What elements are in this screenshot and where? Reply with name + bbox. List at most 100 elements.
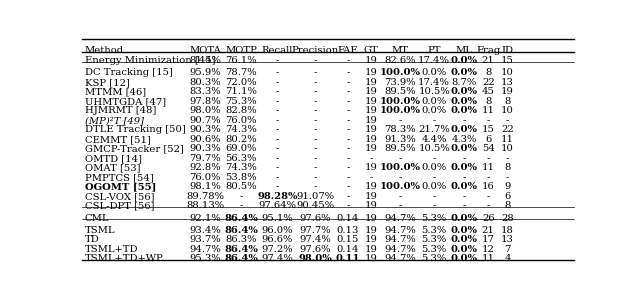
- Text: 100.0%: 100.0%: [380, 182, 420, 191]
- Text: CSL-DPT [56]: CSL-DPT [56]: [85, 201, 154, 210]
- Text: OMAT [53]: OMAT [53]: [85, 163, 140, 172]
- Text: 90.7%: 90.7%: [189, 116, 221, 125]
- Text: 0.13: 0.13: [337, 226, 359, 235]
- Text: CML: CML: [85, 214, 109, 222]
- Text: 72.0%: 72.0%: [225, 78, 257, 87]
- Text: 86.4%: 86.4%: [224, 254, 258, 263]
- Text: 11: 11: [482, 254, 495, 263]
- Text: 5.3%: 5.3%: [422, 254, 447, 263]
- Text: 8: 8: [504, 97, 511, 106]
- Text: 97.6%: 97.6%: [300, 214, 331, 222]
- Text: 17.4%: 17.4%: [418, 78, 450, 87]
- Text: 71.1%: 71.1%: [225, 87, 257, 97]
- Text: 28: 28: [501, 214, 514, 222]
- Text: 15: 15: [501, 56, 514, 65]
- Text: -: -: [276, 56, 279, 65]
- Text: 97.6%: 97.6%: [300, 245, 331, 254]
- Text: -: -: [346, 182, 349, 191]
- Text: 19: 19: [365, 214, 378, 222]
- Text: -: -: [346, 201, 349, 210]
- Text: MOTA: MOTA: [189, 46, 221, 55]
- Text: 76.1%: 76.1%: [225, 56, 257, 65]
- Text: ML: ML: [456, 46, 472, 55]
- Text: -: -: [276, 97, 279, 106]
- Text: 0.14: 0.14: [337, 214, 359, 222]
- Text: HJMRMT [48]: HJMRMT [48]: [85, 106, 156, 116]
- Text: 0.0%: 0.0%: [422, 182, 447, 191]
- Text: 74.3%: 74.3%: [225, 125, 257, 135]
- Text: 8: 8: [485, 68, 492, 78]
- Text: 75.3%: 75.3%: [225, 97, 257, 106]
- Text: 78.3%: 78.3%: [384, 125, 416, 135]
- Text: 80.3%: 80.3%: [189, 78, 221, 87]
- Text: -: -: [314, 154, 317, 163]
- Text: 19: 19: [365, 135, 378, 144]
- Text: 6: 6: [504, 192, 511, 201]
- Text: 93.4%: 93.4%: [189, 226, 221, 235]
- Text: -: -: [346, 173, 349, 182]
- Text: 0.0%: 0.0%: [451, 68, 477, 78]
- Text: 19: 19: [365, 87, 378, 97]
- Text: 0.11: 0.11: [335, 254, 360, 263]
- Text: 11: 11: [482, 163, 495, 172]
- Text: 12: 12: [482, 245, 495, 254]
- Text: 98.1%: 98.1%: [189, 182, 221, 191]
- Text: 11: 11: [482, 106, 495, 116]
- Text: -: -: [346, 56, 349, 65]
- Text: 0.0%: 0.0%: [451, 235, 477, 244]
- Text: 86.3%: 86.3%: [225, 235, 257, 244]
- Text: -: -: [433, 201, 436, 210]
- Text: 19: 19: [365, 97, 378, 106]
- Text: -: -: [314, 87, 317, 97]
- Text: 0.0%: 0.0%: [451, 182, 477, 191]
- Text: 19: 19: [365, 78, 378, 87]
- Text: OGOMT [55]: OGOMT [55]: [85, 182, 156, 191]
- Text: -: -: [346, 78, 349, 87]
- Text: -: -: [369, 173, 373, 182]
- Text: 94.7%: 94.7%: [384, 245, 416, 254]
- Text: 80.2%: 80.2%: [225, 135, 257, 144]
- Text: 19: 19: [365, 106, 378, 116]
- Text: -: -: [462, 192, 465, 201]
- Text: 45: 45: [482, 87, 495, 97]
- Text: 26: 26: [482, 214, 495, 222]
- Text: -: -: [398, 173, 402, 182]
- Text: 0.0%: 0.0%: [451, 56, 477, 65]
- Text: 11: 11: [501, 135, 514, 144]
- Text: -: -: [346, 192, 349, 201]
- Text: 100.0%: 100.0%: [380, 68, 420, 78]
- Text: 90.6%: 90.6%: [189, 135, 221, 144]
- Text: 19: 19: [365, 144, 378, 153]
- Text: -: -: [462, 154, 465, 163]
- Text: 19: 19: [365, 68, 378, 78]
- Text: -: -: [276, 87, 279, 97]
- Text: 19: 19: [365, 182, 378, 191]
- Text: -: -: [486, 192, 490, 201]
- Text: -: -: [486, 154, 490, 163]
- Text: 19: 19: [365, 163, 378, 172]
- Text: 18: 18: [501, 226, 514, 235]
- Text: 5.3%: 5.3%: [422, 214, 447, 222]
- Text: Energy Minimization [45]: Energy Minimization [45]: [85, 56, 216, 65]
- Text: -: -: [346, 144, 349, 153]
- Text: -: -: [314, 116, 317, 125]
- Text: -: -: [486, 173, 490, 182]
- Text: 0.0%: 0.0%: [422, 106, 447, 116]
- Text: 0.0%: 0.0%: [451, 214, 477, 222]
- Text: 78.7%: 78.7%: [225, 68, 257, 78]
- Text: 22: 22: [482, 78, 495, 87]
- Text: 69.0%: 69.0%: [225, 144, 257, 153]
- Text: 0.0%: 0.0%: [451, 106, 477, 116]
- Text: TD: TD: [85, 235, 100, 244]
- Text: 74.3%: 74.3%: [225, 163, 257, 172]
- Text: -: -: [433, 173, 436, 182]
- Text: 19: 19: [365, 254, 378, 263]
- Text: 0.0%: 0.0%: [451, 87, 477, 97]
- Text: Method: Method: [85, 46, 124, 55]
- Text: 9: 9: [504, 182, 511, 191]
- Text: -: -: [346, 125, 349, 135]
- Text: 86.4%: 86.4%: [224, 214, 258, 222]
- Text: 7: 7: [504, 245, 511, 254]
- Text: 19: 19: [365, 125, 378, 135]
- Text: 0.15: 0.15: [337, 235, 359, 244]
